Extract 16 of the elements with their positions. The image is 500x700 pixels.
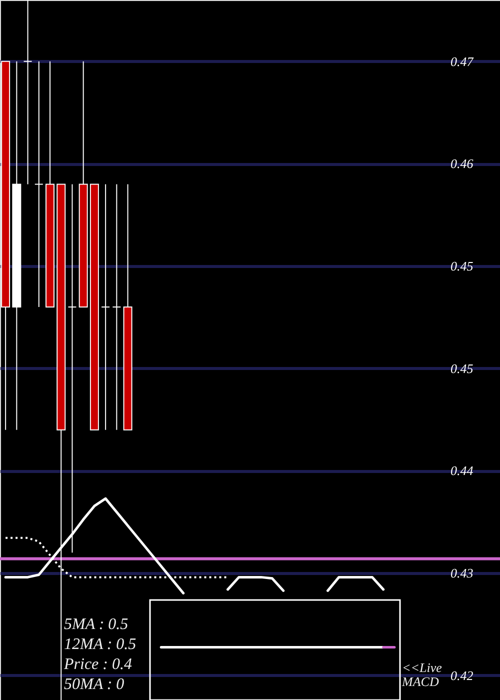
y-tick-label: 0.47	[450, 54, 474, 69]
annotation: 12MA : 0.5	[64, 636, 136, 653]
candlestick	[23, 0, 32, 185]
y-tick-label: 0.43	[450, 566, 474, 581]
candlestick	[101, 184, 110, 430]
candlestick	[34, 60, 44, 308]
annotation: 50MA : 0	[64, 676, 124, 693]
y-tick-label: 0.44	[450, 463, 474, 478]
annotation: Price : 0.4	[63, 656, 132, 673]
candlestick	[112, 184, 122, 430]
annotation: 5MA : 0.5	[64, 616, 128, 633]
y-tick-label: 0.45	[450, 360, 474, 376]
y-tick-label: 0.45	[450, 258, 474, 274]
y-tick-label: 0.42	[450, 668, 474, 683]
annotation: <<Live MACD	[401, 660, 442, 689]
y-tick-label: 0.46	[450, 156, 474, 172]
